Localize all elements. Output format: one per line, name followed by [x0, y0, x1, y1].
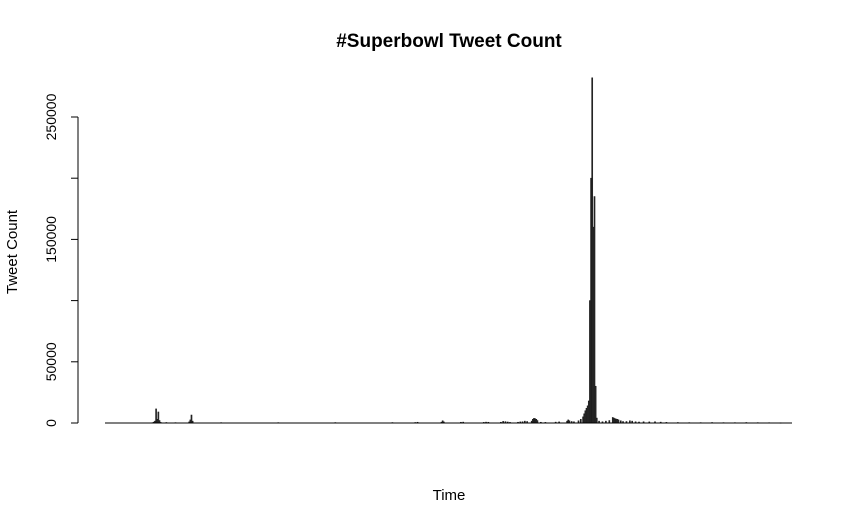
y-tick-label: 0 — [43, 419, 59, 427]
x-axis-label: Time — [433, 487, 466, 504]
y-tick-label: 150000 — [43, 216, 59, 263]
y-axis-ticks: 0 50000 150000 250000 — [43, 93, 78, 427]
y-axis-label: Tweet Count — [4, 209, 21, 294]
bar — [579, 419, 582, 424]
y-tick-label: 250000 — [43, 93, 59, 140]
bars-group — [151, 77, 782, 424]
bar — [595, 417, 598, 424]
y-tick-label: 50000 — [43, 342, 59, 381]
chart-title: #Superbowl Tweet Count — [336, 31, 562, 52]
bar — [594, 385, 597, 424]
